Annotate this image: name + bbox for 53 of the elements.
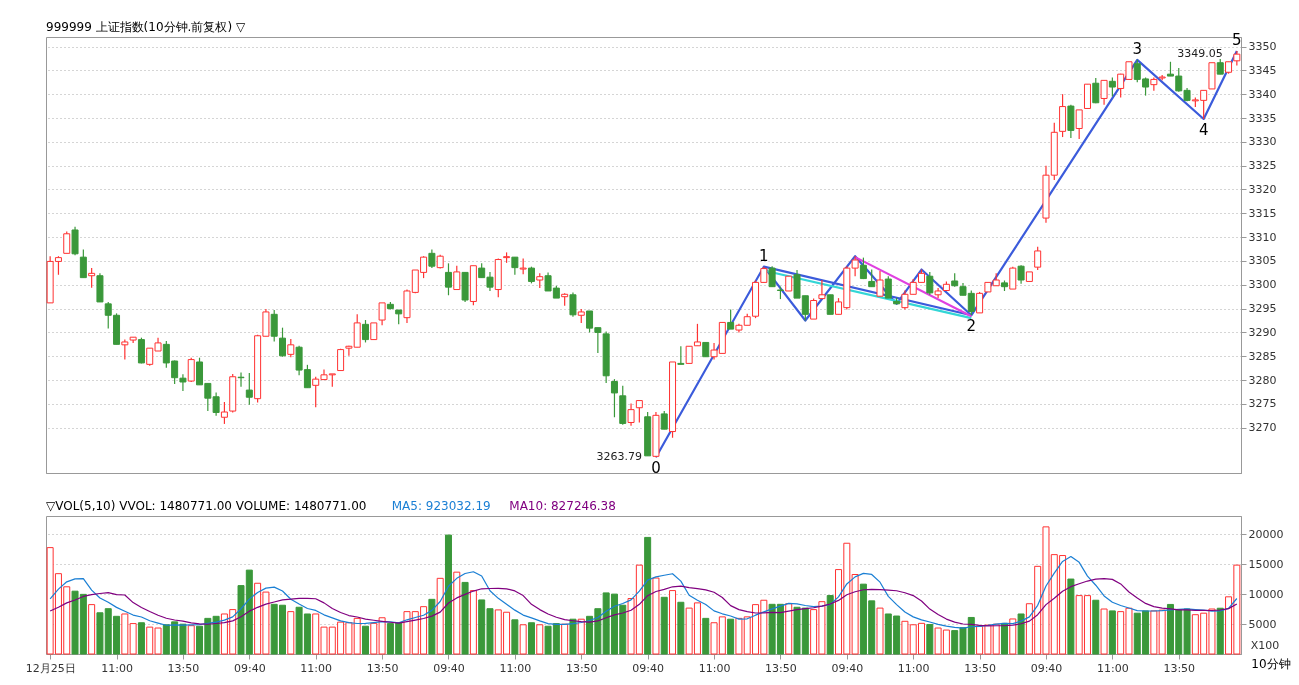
y-tick-label: 3340 — [1248, 87, 1277, 101]
y-tick-label: 3295 — [1248, 302, 1277, 316]
annotation: 1 — [759, 246, 769, 265]
text: MA10: 827246.38 — [509, 499, 616, 513]
annotation: 0 — [651, 459, 661, 478]
x-tick-label: 13:50 — [366, 661, 399, 675]
chart-title: 999999 上证指数(10分钟.前复权) ▽ — [46, 20, 246, 34]
x-tick-label: 11:00 — [300, 661, 333, 675]
x-tick-label: 13:50 — [565, 661, 598, 675]
x-tick-label: 13:50 — [1163, 661, 1196, 675]
y-tick-label: 3325 — [1248, 159, 1277, 173]
y-tick-label: 3345 — [1248, 63, 1277, 77]
x-tick-label: 12月25日 — [25, 661, 76, 675]
x-tick-label: 11:00 — [499, 661, 532, 675]
y-tick-label: 3350 — [1248, 40, 1277, 54]
x-tick-label: 09:40 — [433, 661, 465, 675]
x-tick-label: 11:00 — [698, 661, 731, 675]
x-axis-title: 10分钟 — [1251, 657, 1291, 671]
y-tick-label: 3305 — [1248, 254, 1277, 268]
annotation: 5 — [1232, 31, 1242, 50]
y-tick-label: 20000 — [1248, 527, 1284, 541]
y-tick-label: 3285 — [1248, 349, 1277, 363]
text: 3349.05 — [1177, 47, 1223, 61]
y-tick-label: 3335 — [1248, 111, 1277, 125]
x-tick-label: 09:40 — [233, 661, 266, 675]
y-tick-label: 3320 — [1248, 182, 1277, 196]
y-tick-label: 10000 — [1248, 587, 1284, 601]
x-tick-label: 11:00 — [1097, 661, 1129, 675]
x-tick-label: 09:40 — [1030, 661, 1063, 675]
x-tick-label: 09:40 — [632, 661, 664, 675]
y-tick-label: 5000 — [1248, 617, 1277, 631]
x-tick-label: 11:00 — [897, 661, 930, 675]
y-tick-label: 3270 — [1248, 421, 1277, 435]
y-tick-label: 15000 — [1248, 557, 1284, 571]
text: 3263.79 — [596, 450, 642, 464]
y-axis-title: X100 — [1250, 639, 1280, 652]
y-tick-label: 3280 — [1248, 373, 1277, 387]
x-tick-label: 13:50 — [167, 661, 200, 675]
annotation: 2 — [966, 317, 977, 336]
y-tick-label: 3275 — [1248, 397, 1277, 411]
y-tick-label: 3315 — [1248, 206, 1277, 220]
x-tick-label: 09:40 — [831, 661, 864, 675]
y-tick-label: 3290 — [1248, 325, 1277, 339]
chart-title: ▽VOL(5,10) VVOL: 1480771.00 VOLUME: 1480771.00 — [46, 499, 367, 513]
y-tick-label: 3310 — [1248, 230, 1277, 244]
x-tick-label: 11:00 — [101, 661, 133, 675]
y-tick-label: 3330 — [1248, 135, 1277, 149]
annotation: 3 — [1132, 39, 1143, 58]
text: MA5: 923032.19 — [391, 499, 491, 513]
y-tick-label: 3300 — [1248, 278, 1277, 292]
x-tick-label: 13:50 — [765, 661, 797, 675]
annotation: 4 — [1198, 120, 1209, 139]
x-tick-label: 13:50 — [964, 661, 996, 675]
